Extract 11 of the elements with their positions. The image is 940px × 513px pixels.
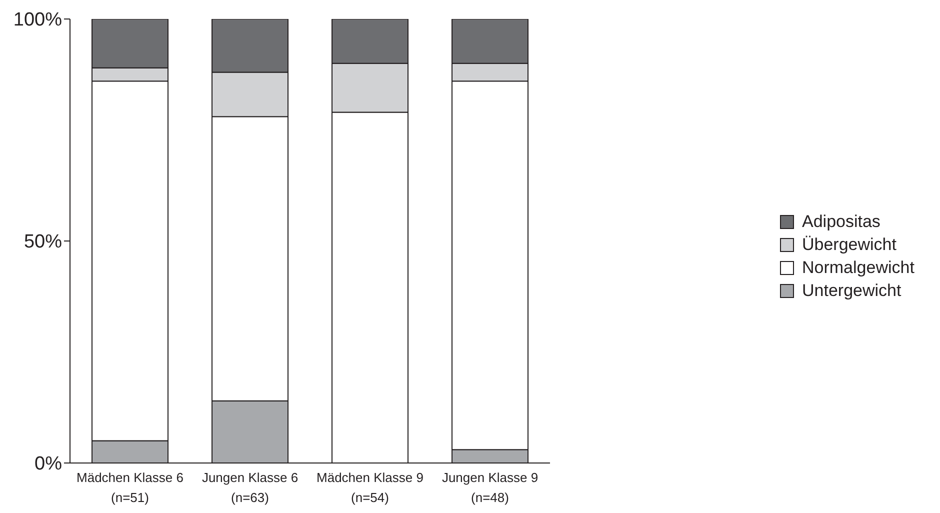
legend-label: Übergewicht [802, 235, 896, 255]
x-tick-label: Jungen Klasse 9 (n=48) [442, 470, 538, 505]
x-tick-label: Mädchen Klasse 9 (n=54) [316, 470, 424, 505]
legend-label: Untergewicht [802, 281, 902, 301]
x-tick-label: Mädchen Klasse 6 (n=51) [76, 470, 184, 505]
y-tick-label: 50% [24, 232, 62, 253]
x-tick-label: Jungen Klasse 6 (n=63) [202, 470, 298, 505]
y-tick-label: 0% [34, 454, 62, 475]
legend-label: Normalgewicht [802, 258, 914, 278]
legend-label: Adipositas [802, 212, 880, 232]
y-tick-label: 100% [13, 10, 62, 31]
